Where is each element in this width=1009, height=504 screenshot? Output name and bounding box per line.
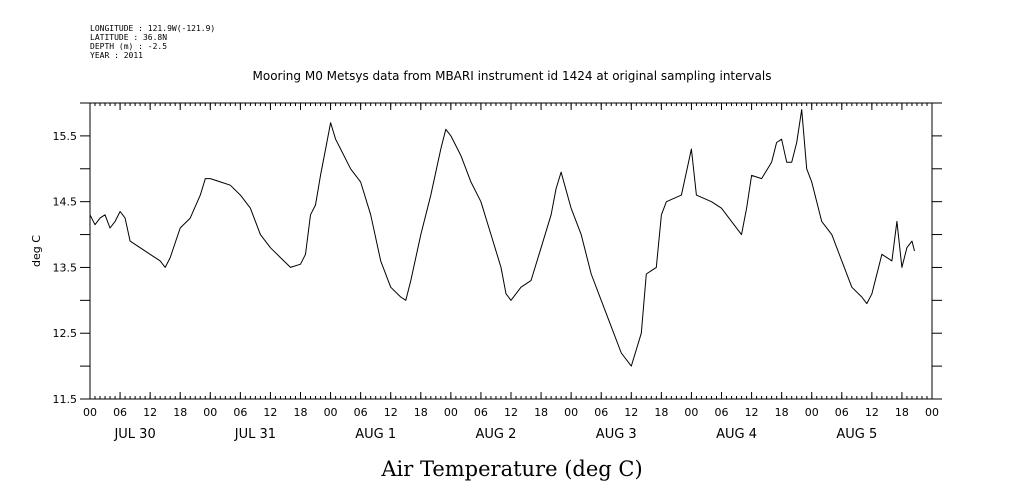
- metadata-block: LONGITUDE : 121.9W(-121.9) LATITUDE : 36…: [90, 24, 215, 60]
- y-tick-label: 14.5: [53, 196, 78, 209]
- x-tick-label: 06: [835, 406, 849, 419]
- x-tick-label: 06: [113, 406, 127, 419]
- x-tick-label: 18: [775, 406, 789, 419]
- meta-latitude: LATITUDE : 36.8N: [90, 33, 167, 42]
- x-tick-label: 00: [444, 406, 458, 419]
- meta-depth: DEPTH (m) : -2.5: [90, 42, 167, 51]
- y-axis-label: deg C: [30, 235, 43, 267]
- x-tick-label: 12: [624, 406, 638, 419]
- x-day-label: JUL 31: [234, 427, 276, 442]
- x-tick-label: 18: [173, 406, 187, 419]
- x-tick-label: 00: [925, 406, 939, 419]
- x-tick-label: 18: [294, 406, 308, 419]
- x-tick-label: 00: [805, 406, 819, 419]
- series-group: [89, 109, 915, 367]
- meta-longitude: LONGITUDE : 121.9W(-121.9): [90, 24, 215, 33]
- x-tick-labels: 00 06 12 18 00 06 12 18 00 06 12 18 00 06 12 18 00 06 12 18…: [83, 406, 939, 419]
- x-tick-label: 00: [684, 406, 698, 419]
- x-tick-label: 06: [594, 406, 608, 419]
- x-day-labels: JUL 30 JUL 31 AUG 1 AUG 2 AUG 3 AUG 4 AUG 5: [113, 427, 877, 442]
- x-tick-label: 00: [203, 406, 217, 419]
- meta-year: YEAR : 2011: [90, 51, 143, 60]
- plot-frame: [89, 102, 933, 400]
- series-line: [89, 109, 915, 367]
- y-tick-label: 11.5: [53, 393, 78, 406]
- x-tick-label: 06: [474, 406, 488, 419]
- x-axis-ticks: [89, 103, 933, 399]
- x-day-label: AUG 5: [836, 427, 877, 442]
- x-day-label: AUG 1: [355, 427, 396, 442]
- x-tick-label: 12: [504, 406, 518, 419]
- x-tick-label: 18: [895, 406, 909, 419]
- x-tick-label: 00: [83, 406, 97, 419]
- x-tick-label: 12: [865, 406, 879, 419]
- x-day-label: AUG 2: [476, 427, 517, 442]
- x-tick-label: 06: [715, 406, 729, 419]
- x-tick-label: 12: [143, 406, 157, 419]
- x-tick-label: 06: [354, 406, 368, 419]
- y-tick-label: 12.5: [53, 327, 78, 340]
- x-tick-label: 18: [414, 406, 428, 419]
- x-day-label: AUG 3: [596, 427, 637, 442]
- x-tick-label: 12: [384, 406, 398, 419]
- x-tick-label: 12: [263, 406, 277, 419]
- x-tick-label: 00: [324, 406, 338, 419]
- x-tick-label: 18: [534, 406, 548, 419]
- y-axis-ticks: [80, 102, 942, 400]
- y-tick-labels: 11.5 12.5 13.5 14.5 15.5: [53, 130, 78, 406]
- x-day-label: AUG 4: [716, 427, 757, 442]
- y-tick-label: 13.5: [53, 261, 78, 274]
- x-tick-label: 18: [654, 406, 668, 419]
- x-axis-label: Air Temperature (deg C): [380, 457, 642, 481]
- y-tick-label: 15.5: [53, 130, 78, 143]
- x-tick-label: 00: [564, 406, 578, 419]
- x-tick-label: 12: [745, 406, 759, 419]
- chart-title: Mooring M0 Metsys data from MBARI instru…: [253, 69, 772, 83]
- x-tick-label: 06: [233, 406, 247, 419]
- x-day-label: JUL 30: [113, 427, 155, 442]
- x-minor-ticks: [89, 103, 933, 399]
